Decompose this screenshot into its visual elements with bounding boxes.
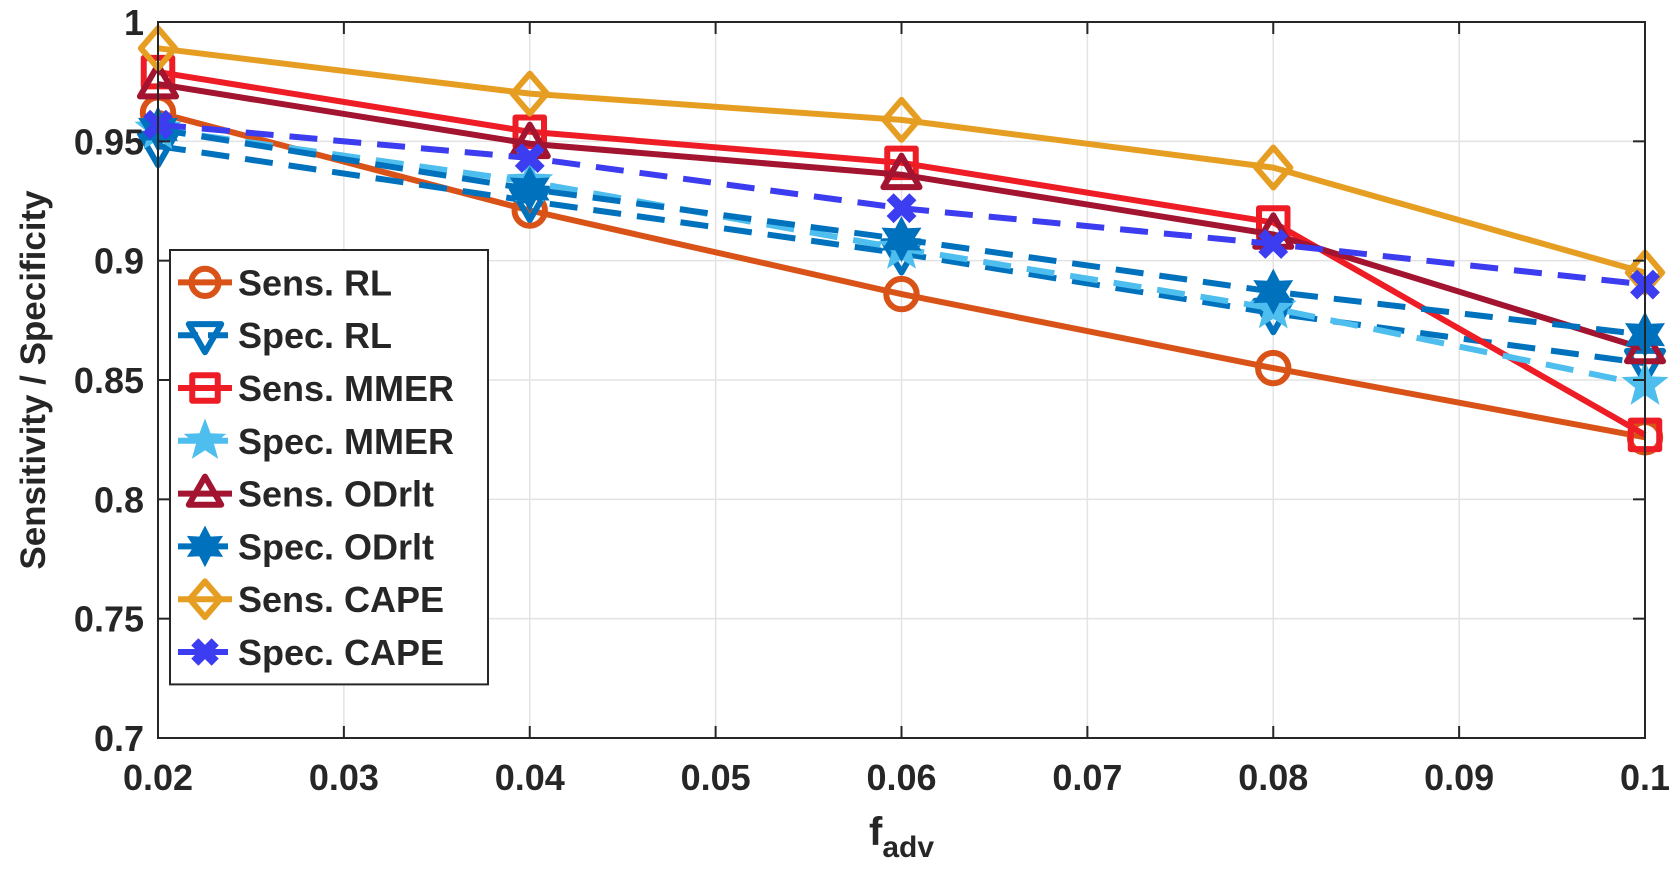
data-point [881,216,922,263]
x-tick-label: 0.06 [866,757,936,798]
legend-label: Spec. CAPE [238,632,444,673]
x-tick-label: 0.08 [1238,757,1308,798]
series-2 [140,54,1663,453]
legend-marker [191,638,219,666]
legend-marker [185,321,225,356]
series-line [157,81,1646,352]
legend-item: Sens. CAPE [178,578,444,621]
y-tick-label: 0.7 [94,718,144,759]
legend-item: Sens. ODrlt [178,473,434,515]
legend-label: Sens. CAPE [238,579,444,620]
legend-item: Spec. ODrlt [178,525,434,568]
legend-marker [186,578,224,621]
data-point [886,193,917,224]
x-tick-label: 0.1 [1620,757,1670,798]
x-axis-label: fadv [869,810,934,864]
x-tick-label: 0.07 [1052,757,1122,798]
legend-marker [189,372,221,404]
series-layer [134,25,1669,456]
x-tick-label: 0.03 [309,757,379,798]
legend-item: Spec. MMER [178,418,454,462]
series-6 [137,25,1666,296]
legend-item: Spec. RL [178,315,392,356]
data-point [880,152,923,191]
y-tick-label: 0.85 [74,360,144,401]
x-tick-label: 0.09 [1424,757,1494,798]
y-tick-label: 0.95 [74,121,144,162]
legend-label: Spec. ODrlt [238,526,434,567]
legend-label: Sens. RL [238,262,392,303]
x-tick-label: 0.05 [681,757,751,798]
y-tick-label: 1 [124,2,144,43]
legend-marker [188,265,222,299]
y-tick-label: 0.8 [94,479,144,520]
data-point [514,143,545,173]
legend-marker [186,525,224,568]
legend-label: Sens. MMER [238,368,454,409]
series-line [157,69,1647,438]
legend-label: Spec. MMER [238,421,454,462]
legend: Sens. RL Spec. RL Sens. MMER Spec. MMER Sens… [169,249,489,686]
y-axis-label: Sensitivity / Specificity [14,190,53,570]
data-point [509,70,550,117]
data-point [1253,144,1294,191]
x-tick-label: 0.02 [123,757,193,798]
legend-item: Spec. CAPE [178,632,444,673]
legend-marker [185,473,225,508]
y-tick-label: 0.9 [94,241,144,282]
ticks: 0.02 0.03 0.04 0.05 0.06 0.07 0.08 0.09 0.1 0.7 0.… [74,2,1670,798]
legend-marker [183,418,227,459]
series-line [157,109,1646,441]
data-point [881,96,922,143]
data-point [509,166,550,213]
data-point [1255,349,1292,387]
data-point [883,275,920,313]
data-point [1253,268,1294,315]
legend-item: Sens. RL [178,262,392,303]
x-tick-label: 0.04 [495,757,565,798]
y-tick-label: 0.75 [74,599,144,640]
legend-label: Spec. RL [238,315,392,356]
series-line [157,45,1646,276]
legend-item: Sens. MMER [178,368,454,409]
legend-label: Sens. ODrlt [238,474,434,515]
data-point [1258,229,1289,259]
